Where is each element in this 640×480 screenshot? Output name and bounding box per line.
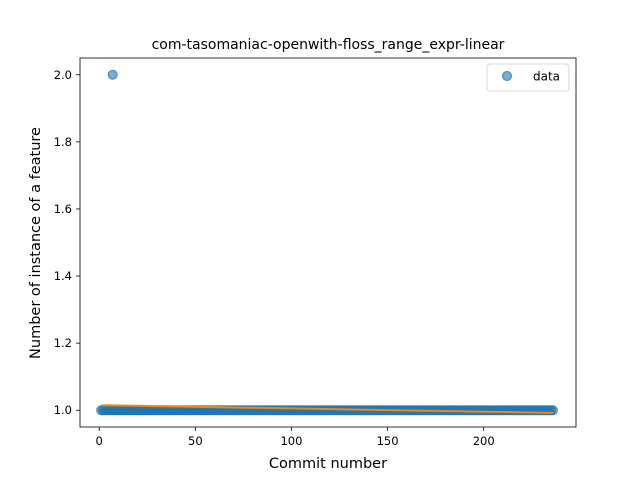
y-axis-label: Number of instance of a feature xyxy=(28,127,44,359)
plot-frame xyxy=(79,57,577,428)
y-axis-ticks: 1.0 1.2 1.4 1.6 1.8 2.0 xyxy=(54,68,80,417)
data-points xyxy=(96,69,558,416)
y-tick-label: 1.8 xyxy=(54,135,72,149)
y-tick-label: 2.0 xyxy=(54,68,72,82)
data-point-outlier xyxy=(107,69,118,80)
x-tick-label: 0 xyxy=(96,434,103,448)
legend-marker-data xyxy=(502,71,512,81)
y-tick-label: 1.0 xyxy=(54,403,72,417)
x-tick-label: 200 xyxy=(473,434,495,448)
x-tick-label: 100 xyxy=(280,434,302,448)
x-axis-ticks: 0 50 100 150 200 xyxy=(96,427,495,448)
regression-line xyxy=(101,404,553,414)
y-tick-label: 1.2 xyxy=(54,336,72,350)
x-axis-label: Commit number xyxy=(269,456,387,472)
y-tick-label: 1.6 xyxy=(54,202,72,216)
legend-label-data: data xyxy=(533,70,560,84)
fit-line xyxy=(101,404,553,414)
chart-title: com-tasomaniac-openwith-floss_range_expr… xyxy=(152,37,505,53)
legend-box xyxy=(486,63,570,92)
x-tick-label: 50 xyxy=(188,434,203,448)
y-tick-label: 1.4 xyxy=(54,269,72,283)
legend: data xyxy=(486,63,570,92)
x-tick-label: 150 xyxy=(377,434,399,448)
